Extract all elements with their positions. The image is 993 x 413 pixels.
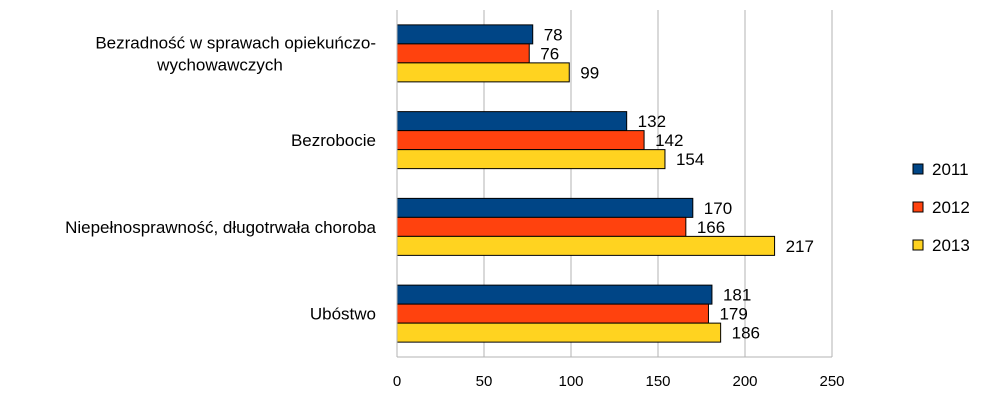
bar-2011 [396, 24, 534, 45]
bar-2012 [396, 130, 645, 151]
data-label: 186 [732, 324, 760, 343]
bar-2011 [396, 197, 694, 218]
legend-label: 2012 [932, 198, 970, 217]
bar-2011 [396, 111, 628, 132]
x-tick-label: 250 [819, 373, 844, 390]
data-label: 170 [704, 199, 732, 218]
x-tick-label: 150 [645, 373, 670, 390]
data-label: 76 [540, 44, 559, 63]
legend-label: 2013 [932, 236, 970, 255]
data-label: 142 [655, 131, 683, 150]
x-tick-label: 200 [732, 373, 757, 390]
x-tick-label: 0 [393, 373, 401, 390]
category-label: Bezrobocie [291, 131, 376, 150]
bar-2013 [396, 62, 570, 83]
data-label: 132 [638, 112, 666, 131]
legend: 2011 2012 2013 [912, 160, 970, 255]
axes [396, 10, 832, 358]
bar-2013 [396, 235, 776, 256]
x-tick-label: 100 [558, 373, 583, 390]
bar-2013 [396, 322, 722, 343]
data-label: 166 [697, 218, 725, 237]
x-tick-labels: 0 50 100 150 200 250 [393, 373, 845, 390]
legend-label: 2011 [932, 160, 969, 179]
legend-swatch-2013 [912, 239, 924, 251]
data-label: 179 [719, 305, 747, 324]
category-label: Bezradność w sprawach opiekuńczo- [95, 33, 376, 52]
bar-2013 [396, 149, 666, 170]
bar-2012 [396, 303, 709, 324]
category-labels: Bezradność w sprawach opiekuńczo-wychowa… [65, 33, 376, 323]
category-label: wychowawczych [156, 55, 283, 74]
category-label: Niepełnosprawność, długotrwała choroba [65, 218, 376, 237]
data-label: 217 [786, 237, 814, 256]
category-label: Ubóstwo [310, 305, 376, 324]
legend-swatch-2011 [912, 163, 924, 175]
data-label: 99 [580, 63, 599, 82]
data-label: 154 [676, 150, 704, 169]
bar-2012 [396, 216, 687, 237]
bar-2012 [396, 43, 530, 64]
x-tick-label: 50 [476, 373, 493, 390]
data-label: 181 [723, 286, 751, 305]
bar-2011 [396, 284, 713, 305]
legend-swatch-2012 [912, 201, 924, 213]
data-label: 78 [544, 25, 563, 44]
